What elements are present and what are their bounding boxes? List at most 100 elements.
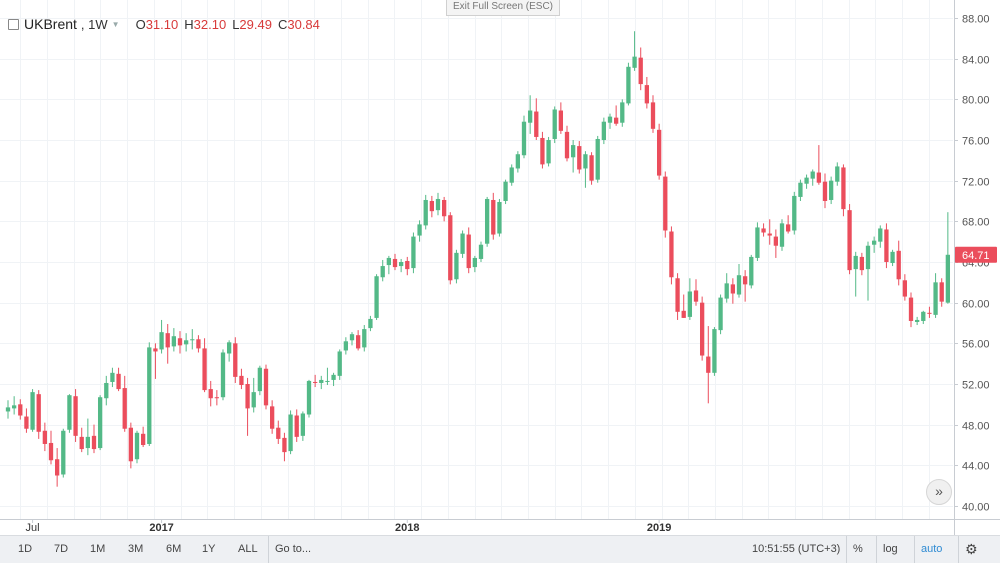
candle-body	[97, 397, 103, 449]
chevrons-right-icon[interactable]: »	[926, 479, 952, 505]
candle	[282, 432, 287, 462]
candle	[613, 105, 619, 126]
x-tick-label: Jul	[26, 522, 40, 534]
range-7d[interactable]: 7D	[54, 543, 69, 555]
high-label: H	[184, 16, 194, 32]
candle	[902, 274, 908, 301]
candle-body	[859, 256, 865, 271]
range-1m[interactable]: 1M	[90, 543, 106, 555]
clock-timezone[interactable]: 10:51:55 (UTC+3)	[752, 543, 841, 555]
candle-body	[785, 224, 791, 232]
range-6m[interactable]: 6M	[166, 543, 182, 555]
percent-toggle[interactable]: %	[846, 536, 869, 563]
candle	[417, 220, 422, 242]
x-tick-label: 2019	[647, 522, 671, 534]
candle	[534, 98, 539, 140]
candle	[245, 377, 250, 436]
collapse-icon[interactable]	[8, 18, 19, 30]
candle	[392, 253, 398, 271]
candle	[362, 325, 367, 352]
candle-body	[564, 131, 570, 159]
candle-body	[48, 442, 54, 461]
candle	[331, 372, 336, 387]
candle	[699, 296, 705, 361]
candle-body	[871, 240, 877, 245]
candle	[306, 379, 312, 418]
candle	[472, 255, 478, 273]
candle-body	[374, 276, 379, 318]
candle	[589, 152, 594, 185]
candle	[177, 331, 183, 354]
candle	[650, 95, 656, 133]
candle-body	[73, 396, 78, 436]
timeframe[interactable]: , 1W	[80, 16, 108, 32]
candle	[269, 400, 275, 434]
candle	[669, 226, 674, 285]
candle	[79, 427, 84, 453]
log-toggle[interactable]: log	[876, 536, 904, 563]
candle-body	[681, 310, 686, 318]
candle-body	[472, 257, 478, 268]
candle	[233, 337, 238, 383]
low-value: 29.49	[239, 16, 272, 32]
auto-toggle[interactable]: auto	[914, 536, 948, 563]
candle-body	[730, 284, 736, 294]
candle	[687, 278, 693, 320]
candle	[196, 335, 201, 353]
candle	[896, 240, 901, 286]
candle-body	[675, 278, 680, 312]
candle-body	[190, 339, 195, 341]
candle-body	[435, 198, 441, 211]
chevron-down-icon[interactable]: ▼	[111, 19, 120, 29]
price-chart[interactable]: 88.0084.0080.0076.0072.0068.0064.0060.00…	[0, 0, 1000, 535]
candle-body	[239, 375, 244, 386]
goto-button[interactable]: Go to...	[268, 536, 317, 563]
candle-body	[804, 177, 809, 184]
candle	[656, 123, 662, 180]
candle	[939, 278, 944, 307]
candle-body	[362, 329, 367, 348]
candle	[792, 191, 797, 235]
exit-fullscreen-button[interactable]: Exit Full Screen (ESC)	[446, 0, 560, 16]
y-tick-label: 48.00	[962, 421, 990, 433]
gear-icon[interactable]: ⚙	[958, 536, 984, 563]
candle-body	[386, 257, 392, 266]
candle-body	[718, 297, 723, 331]
candle	[36, 390, 41, 439]
candle	[122, 375, 127, 432]
candle-body	[11, 405, 17, 409]
candle	[675, 273, 680, 320]
candle	[859, 252, 865, 276]
y-tick-label: 72.00	[962, 177, 990, 189]
candle	[226, 340, 232, 362]
candle	[386, 255, 392, 275]
range-3m[interactable]: 3M	[128, 543, 144, 555]
candle	[822, 173, 828, 209]
candle-body	[380, 266, 385, 278]
candle-body	[767, 233, 772, 236]
candle-body	[411, 236, 416, 269]
candle-body	[405, 260, 410, 270]
candle-body	[343, 341, 349, 351]
candle-body	[398, 262, 404, 267]
candle-body	[147, 347, 152, 444]
range-1y[interactable]: 1Y	[202, 543, 216, 555]
candle-body	[36, 394, 41, 432]
range-all[interactable]: ALL	[238, 543, 258, 555]
candle-body	[626, 66, 631, 104]
candle-body	[171, 336, 177, 347]
candle-body	[540, 137, 545, 165]
candle-body	[534, 111, 539, 137]
candle-body	[85, 436, 91, 449]
symbol-name[interactable]: UKBrent	[24, 16, 77, 32]
candle-body	[91, 435, 97, 450]
candle	[865, 241, 871, 301]
candle	[429, 195, 435, 218]
candle	[312, 374, 318, 388]
candle	[183, 333, 189, 352]
range-1d[interactable]: 1D	[18, 543, 33, 555]
candle	[380, 259, 385, 282]
candle	[552, 106, 557, 144]
candle	[503, 179, 508, 205]
candle-body	[263, 368, 269, 406]
